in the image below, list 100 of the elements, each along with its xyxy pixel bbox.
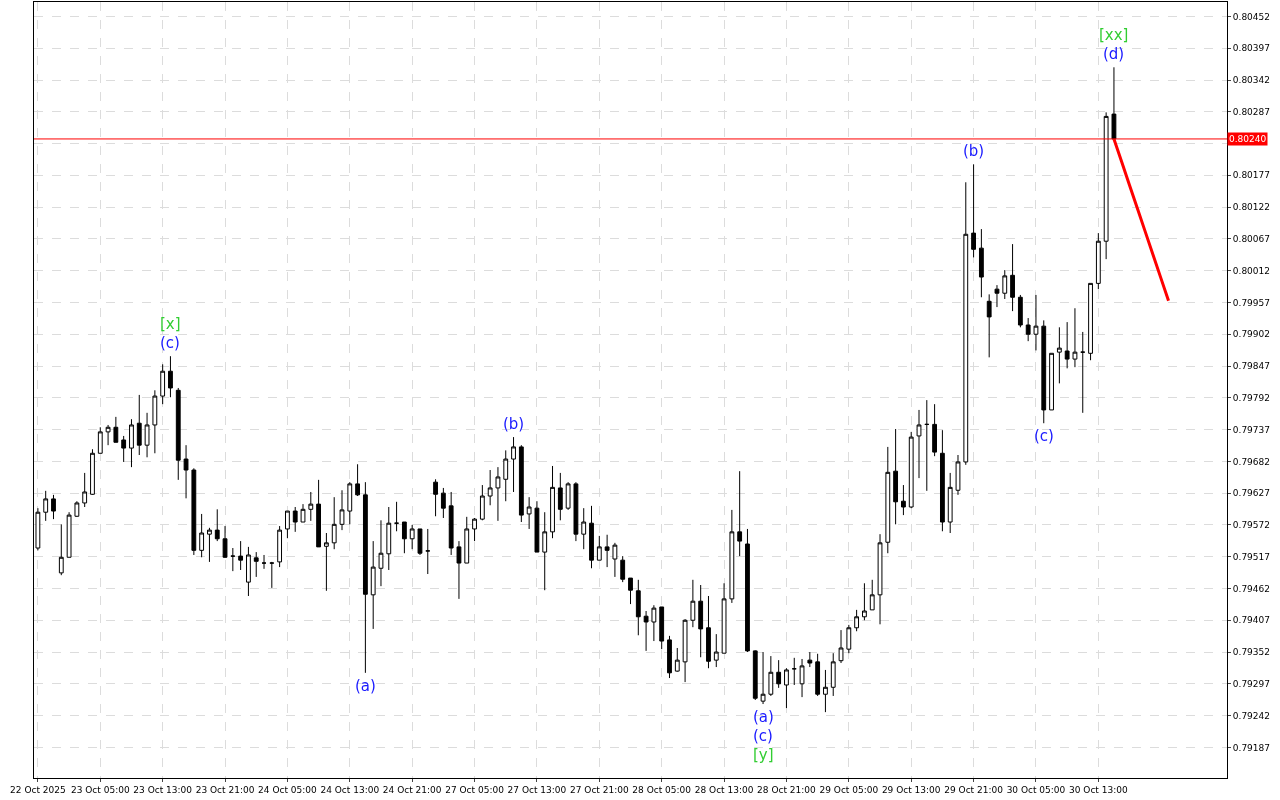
annotation: [y] — [753, 746, 774, 764]
candlestick — [830, 652, 836, 697]
candlestick — [323, 532, 329, 592]
candlestick — [199, 513, 205, 558]
x-tick-label: 23 Oct 21:00 — [195, 784, 255, 795]
y-tick-label: 0.80342 — [1232, 75, 1271, 86]
y-tick-label: 0.79957 — [1232, 297, 1271, 308]
candlestick — [1041, 319, 1047, 424]
candlestick — [885, 446, 891, 554]
y-tick-label: 0.79682 — [1232, 456, 1271, 467]
candlestick — [916, 409, 922, 479]
x-tick-label: 27 Oct 21:00 — [569, 784, 629, 795]
annotation: (d) — [1103, 45, 1125, 63]
annotation: (b) — [963, 142, 985, 160]
candlestick — [472, 517, 477, 542]
candlestick — [752, 649, 758, 701]
candlestick — [144, 412, 150, 458]
annotation: (a) — [753, 708, 774, 726]
candlestick — [674, 647, 680, 673]
candlestick — [604, 534, 610, 568]
candlestick — [978, 228, 984, 298]
candlestick — [448, 491, 454, 556]
candlestick — [518, 444, 524, 523]
candlestick — [222, 525, 228, 559]
candlestick — [869, 579, 875, 611]
candlestick — [456, 540, 462, 600]
y-tick-label: 0.80012 — [1232, 265, 1271, 276]
candlestick — [43, 490, 49, 522]
candlestick — [191, 467, 197, 556]
x-tick-label: 29 Oct 13:00 — [881, 784, 941, 795]
candlestick — [776, 659, 782, 689]
candlestick — [214, 508, 220, 542]
candlestick — [66, 511, 72, 558]
candlestick — [511, 436, 516, 493]
y-tick-label: 0.80287 — [1232, 106, 1271, 117]
candlestick — [339, 489, 345, 531]
candlestick — [409, 524, 415, 550]
candlestick — [643, 610, 649, 652]
x-tick-label: 24 Oct 13:00 — [320, 784, 380, 795]
y-tick-label: 0.80067 — [1232, 234, 1271, 245]
candlestick — [690, 579, 696, 628]
x-tick-label: 28 Oct 21:00 — [757, 784, 817, 795]
x-tick-label: 30 Oct 13:00 — [1069, 784, 1128, 795]
x-tick-label: 24 Oct 05:00 — [258, 784, 318, 795]
candlestick — [596, 535, 602, 561]
candlestick — [90, 448, 95, 496]
x-tick-label: 23 Oct 13:00 — [133, 784, 193, 795]
candlestick — [362, 481, 368, 674]
candlestick — [1088, 282, 1093, 361]
candlestick — [854, 609, 860, 632]
candlestick — [253, 551, 259, 578]
y-tick-label: 0.79297 — [1232, 678, 1271, 689]
annotation: (c) — [1034, 427, 1054, 445]
candlestick — [1010, 243, 1015, 312]
x-tick-label: 27 Oct 13:00 — [507, 784, 567, 795]
candlestick — [846, 624, 852, 654]
candlestick — [97, 426, 103, 454]
candlestick — [877, 533, 883, 625]
y-tick-label: 0.79242 — [1232, 710, 1271, 721]
x-tick-label: 30 Oct 05:00 — [1006, 784, 1066, 795]
candlestick — [768, 655, 774, 697]
candlestick — [82, 472, 88, 508]
candlestick — [113, 416, 119, 443]
candlestick — [58, 523, 64, 576]
candlestick — [901, 484, 906, 516]
candlestick — [129, 418, 134, 468]
candlestick — [401, 521, 407, 554]
candlestick — [1056, 326, 1062, 384]
candlestick — [316, 479, 322, 548]
candlestick — [425, 528, 431, 575]
candlestick — [667, 635, 672, 679]
candlestick — [838, 629, 844, 664]
candlestick — [269, 561, 275, 589]
candlestick — [791, 657, 797, 686]
candlestick — [698, 584, 704, 658]
candlestick — [1033, 294, 1039, 351]
candlestick — [971, 163, 976, 258]
candlestick — [1111, 66, 1117, 140]
candlestick — [1017, 294, 1023, 328]
candlestick — [784, 667, 789, 709]
annotation: (a) — [355, 677, 376, 695]
candlestick — [799, 658, 805, 698]
candlestick — [760, 651, 766, 705]
candlestick — [589, 505, 594, 569]
candlestick — [581, 507, 587, 550]
x-tick-label: 22 Oct 2025 — [10, 784, 66, 795]
candlestick — [246, 546, 251, 597]
candlestick — [682, 618, 688, 683]
candlestick — [939, 429, 945, 532]
candlestick — [526, 496, 532, 530]
candlestick — [721, 582, 727, 654]
candlestick — [565, 481, 571, 511]
candlestick — [285, 510, 290, 539]
y-tick-label: 0.79627 — [1232, 488, 1271, 499]
annotation: (c) — [160, 334, 180, 352]
candlestick — [1025, 317, 1031, 342]
candlestick — [378, 519, 384, 587]
candlestick — [628, 577, 633, 605]
candlestick — [479, 484, 485, 521]
candlestick — [729, 509, 735, 604]
